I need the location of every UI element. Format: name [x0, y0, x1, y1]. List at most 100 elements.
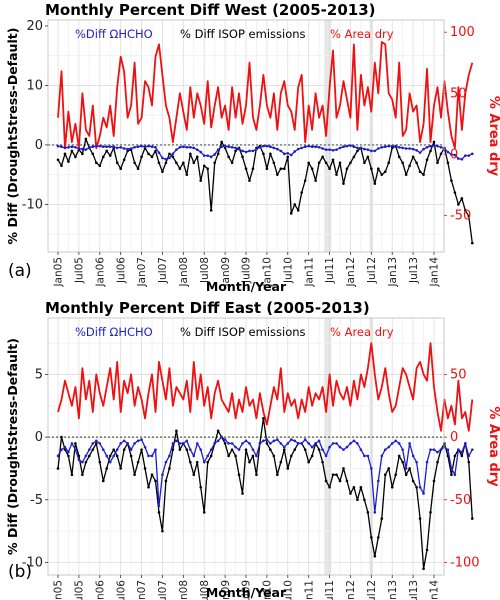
data-point-isop: [269, 448, 272, 451]
data-point-isop: [296, 209, 300, 212]
data-point-hcho: [258, 442, 262, 445]
data-point-hcho: [206, 454, 210, 458]
data-point-hcho: [387, 144, 391, 148]
data-point-isop: [363, 161, 366, 165]
data-point-hcho: [157, 151, 161, 154]
data-point-hcho: [349, 442, 352, 445]
data-point-isop: [460, 454, 464, 458]
data-point-hcho: [342, 448, 345, 451]
data-point-isop: [192, 473, 196, 477]
y-tick-label: -10: [22, 555, 43, 570]
data-point-isop: [345, 167, 349, 171]
data-point-hcho: [404, 147, 408, 150]
data-point-hcho: [383, 448, 387, 451]
data-point-isop: [178, 167, 182, 171]
data-point-isop: [269, 152, 272, 156]
data-point-isop: [223, 146, 227, 150]
x-tick-label: Jan07: [136, 257, 148, 288]
data-point-hcho: [279, 149, 283, 153]
data-point-hcho: [63, 445, 67, 449]
x-tick-label: Jan05: [53, 580, 65, 600]
data-point-isop: [470, 241, 474, 245]
data-point-hcho: [230, 442, 234, 445]
data-point-isop: [370, 167, 373, 171]
data-point-hcho: [425, 460, 429, 464]
data-point-hcho: [223, 438, 227, 441]
data-point-hcho: [324, 148, 328, 151]
data-point-hcho: [366, 454, 370, 458]
data-point-hcho: [450, 153, 453, 156]
data-point-hcho: [216, 439, 220, 443]
data-point-hcho: [178, 146, 182, 149]
data-point-isop: [359, 485, 363, 489]
data-point-isop: [115, 454, 119, 458]
data-point-isop: [436, 460, 439, 464]
data-point-hcho: [422, 147, 425, 151]
data-point-hcho: [429, 144, 432, 148]
data-point-hcho: [84, 148, 88, 151]
data-point-isop: [356, 149, 359, 153]
data-point-hcho: [108, 460, 112, 464]
data-point-hcho: [331, 148, 335, 152]
data-point-hcho: [140, 438, 143, 441]
data-point-isop: [376, 536, 380, 539]
data-point-hcho: [460, 157, 464, 161]
data-point-hcho: [296, 147, 300, 151]
x-tick-label: Jan12: [345, 580, 357, 600]
x-tick-label: Jul13: [408, 257, 420, 284]
data-point-hcho: [464, 442, 467, 445]
x-tick-label: Jul12: [366, 257, 378, 284]
data-point-isop: [342, 467, 345, 470]
x-tick-label: Jan09: [220, 257, 232, 288]
data-point-hcho: [251, 149, 255, 153]
x-tick-label: Jan10: [262, 257, 274, 288]
data-point-hcho: [195, 442, 199, 445]
data-point-isop: [429, 511, 432, 514]
data-point-isop: [276, 473, 279, 477]
data-point-isop: [432, 479, 436, 483]
data-point-hcho: [175, 439, 178, 443]
data-point-hcho: [418, 485, 422, 489]
data-point-isop: [408, 467, 411, 470]
data-point-isop: [70, 149, 74, 153]
data-point-isop: [422, 173, 425, 176]
data-point-hcho: [199, 448, 203, 451]
data-point-hcho: [161, 473, 164, 477]
data-point-isop: [450, 473, 453, 477]
data-point-hcho: [397, 442, 401, 445]
data-point-hcho: [269, 145, 272, 149]
data-point-isop: [101, 479, 105, 483]
data-point-isop: [202, 511, 206, 514]
data-point-isop: [147, 485, 150, 489]
data-point-isop: [195, 460, 199, 464]
x-tick-label: Jan12: [345, 257, 357, 288]
data-point-isop: [470, 517, 474, 520]
data-point-hcho: [199, 150, 203, 154]
data-point-isop: [133, 161, 136, 165]
x-tick-label: Jul12: [366, 580, 378, 600]
data-point-isop: [241, 492, 244, 495]
data-point-hcho: [276, 147, 279, 151]
y-tick-label: 10: [26, 78, 43, 93]
data-point-hcho: [432, 144, 436, 147]
data-point-hcho: [168, 454, 171, 458]
data-point-hcho: [390, 144, 394, 148]
data-point-isop: [98, 164, 102, 168]
data-point-isop: [335, 173, 338, 176]
data-point-hcho: [331, 442, 335, 445]
data-point-isop: [282, 167, 286, 171]
data-point-hcho: [453, 473, 457, 477]
data-point-isop: [293, 203, 297, 206]
data-point-hcho: [464, 154, 467, 157]
data-point-isop: [161, 529, 164, 533]
data-point-isop: [185, 448, 189, 451]
data-point-hcho: [376, 479, 380, 483]
data-point-hcho: [220, 435, 223, 439]
data-point-isop: [105, 149, 109, 153]
x-tick-label: Jul08: [199, 580, 211, 600]
data-point-isop: [84, 137, 88, 141]
data-point-hcho: [352, 145, 356, 149]
y-axis-label: % Diff (DroughtStress-Default): [5, 338, 20, 555]
data-point-isop: [439, 152, 443, 156]
data-point-isop: [251, 454, 255, 458]
